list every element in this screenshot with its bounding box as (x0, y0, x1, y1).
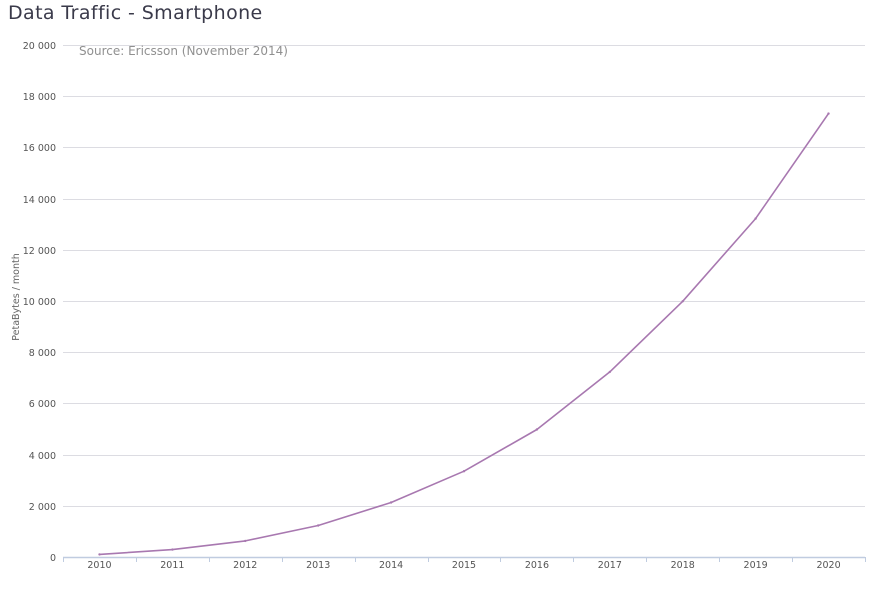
y-tick-label: 0 (50, 553, 56, 564)
data-point (171, 548, 174, 551)
y-axis-ticks: 0 2 000 4 000 6 000 8 000 10 000 12 000 14 000 1… (23, 41, 56, 564)
y-tick-label: 20 000 (23, 41, 56, 52)
y-axis-label: PetaBytes / month (11, 253, 22, 341)
y-tick-label: 2 000 (29, 502, 56, 513)
series-line (98, 112, 830, 556)
grid-lines (63, 45, 865, 507)
y-tick-label: 4 000 (29, 451, 56, 462)
y-tick-label: 6 000 (29, 399, 56, 410)
axes (63, 556, 866, 562)
x-tick-label: 2018 (671, 560, 695, 571)
x-tick-label: 2012 (233, 560, 257, 571)
data-point (98, 553, 101, 556)
data-point (754, 217, 757, 220)
y-tick-label: 12 000 (23, 246, 56, 257)
y-tick-label: 16 000 (23, 143, 56, 154)
x-tick-label: 2019 (744, 560, 768, 571)
x-axis-ticks: 2010 2011 2012 2013 2014 2015 2016 2017 2018 2019… (87, 560, 840, 571)
x-tick-label: 2020 (816, 560, 840, 571)
source-note: Source: Ericsson (November 2014) (79, 44, 288, 58)
y-tick-label: 8 000 (29, 348, 56, 359)
x-tick-label: 2011 (160, 560, 184, 571)
x-tick-label: 2013 (306, 560, 330, 571)
data-point (389, 501, 393, 504)
x-tick-label: 2014 (379, 560, 403, 571)
data-point (462, 470, 466, 473)
y-tick-label: 10 000 (23, 297, 56, 308)
chart-title: Data Traffic - Smartphone (8, 2, 263, 24)
x-tick-label: 2017 (598, 560, 622, 571)
x-tick-label: 2016 (525, 560, 549, 571)
data-point (681, 300, 684, 303)
y-tick-label: 18 000 (23, 92, 56, 103)
data-point (608, 370, 611, 374)
series-layer (98, 112, 830, 556)
data-point (244, 539, 247, 543)
data-point (827, 112, 830, 115)
x-tick-label: 2010 (87, 560, 111, 571)
y-tick-label: 14 000 (23, 195, 56, 206)
x-tick-label: 2015 (452, 560, 476, 571)
data-point (535, 428, 539, 431)
data-point (317, 524, 320, 527)
